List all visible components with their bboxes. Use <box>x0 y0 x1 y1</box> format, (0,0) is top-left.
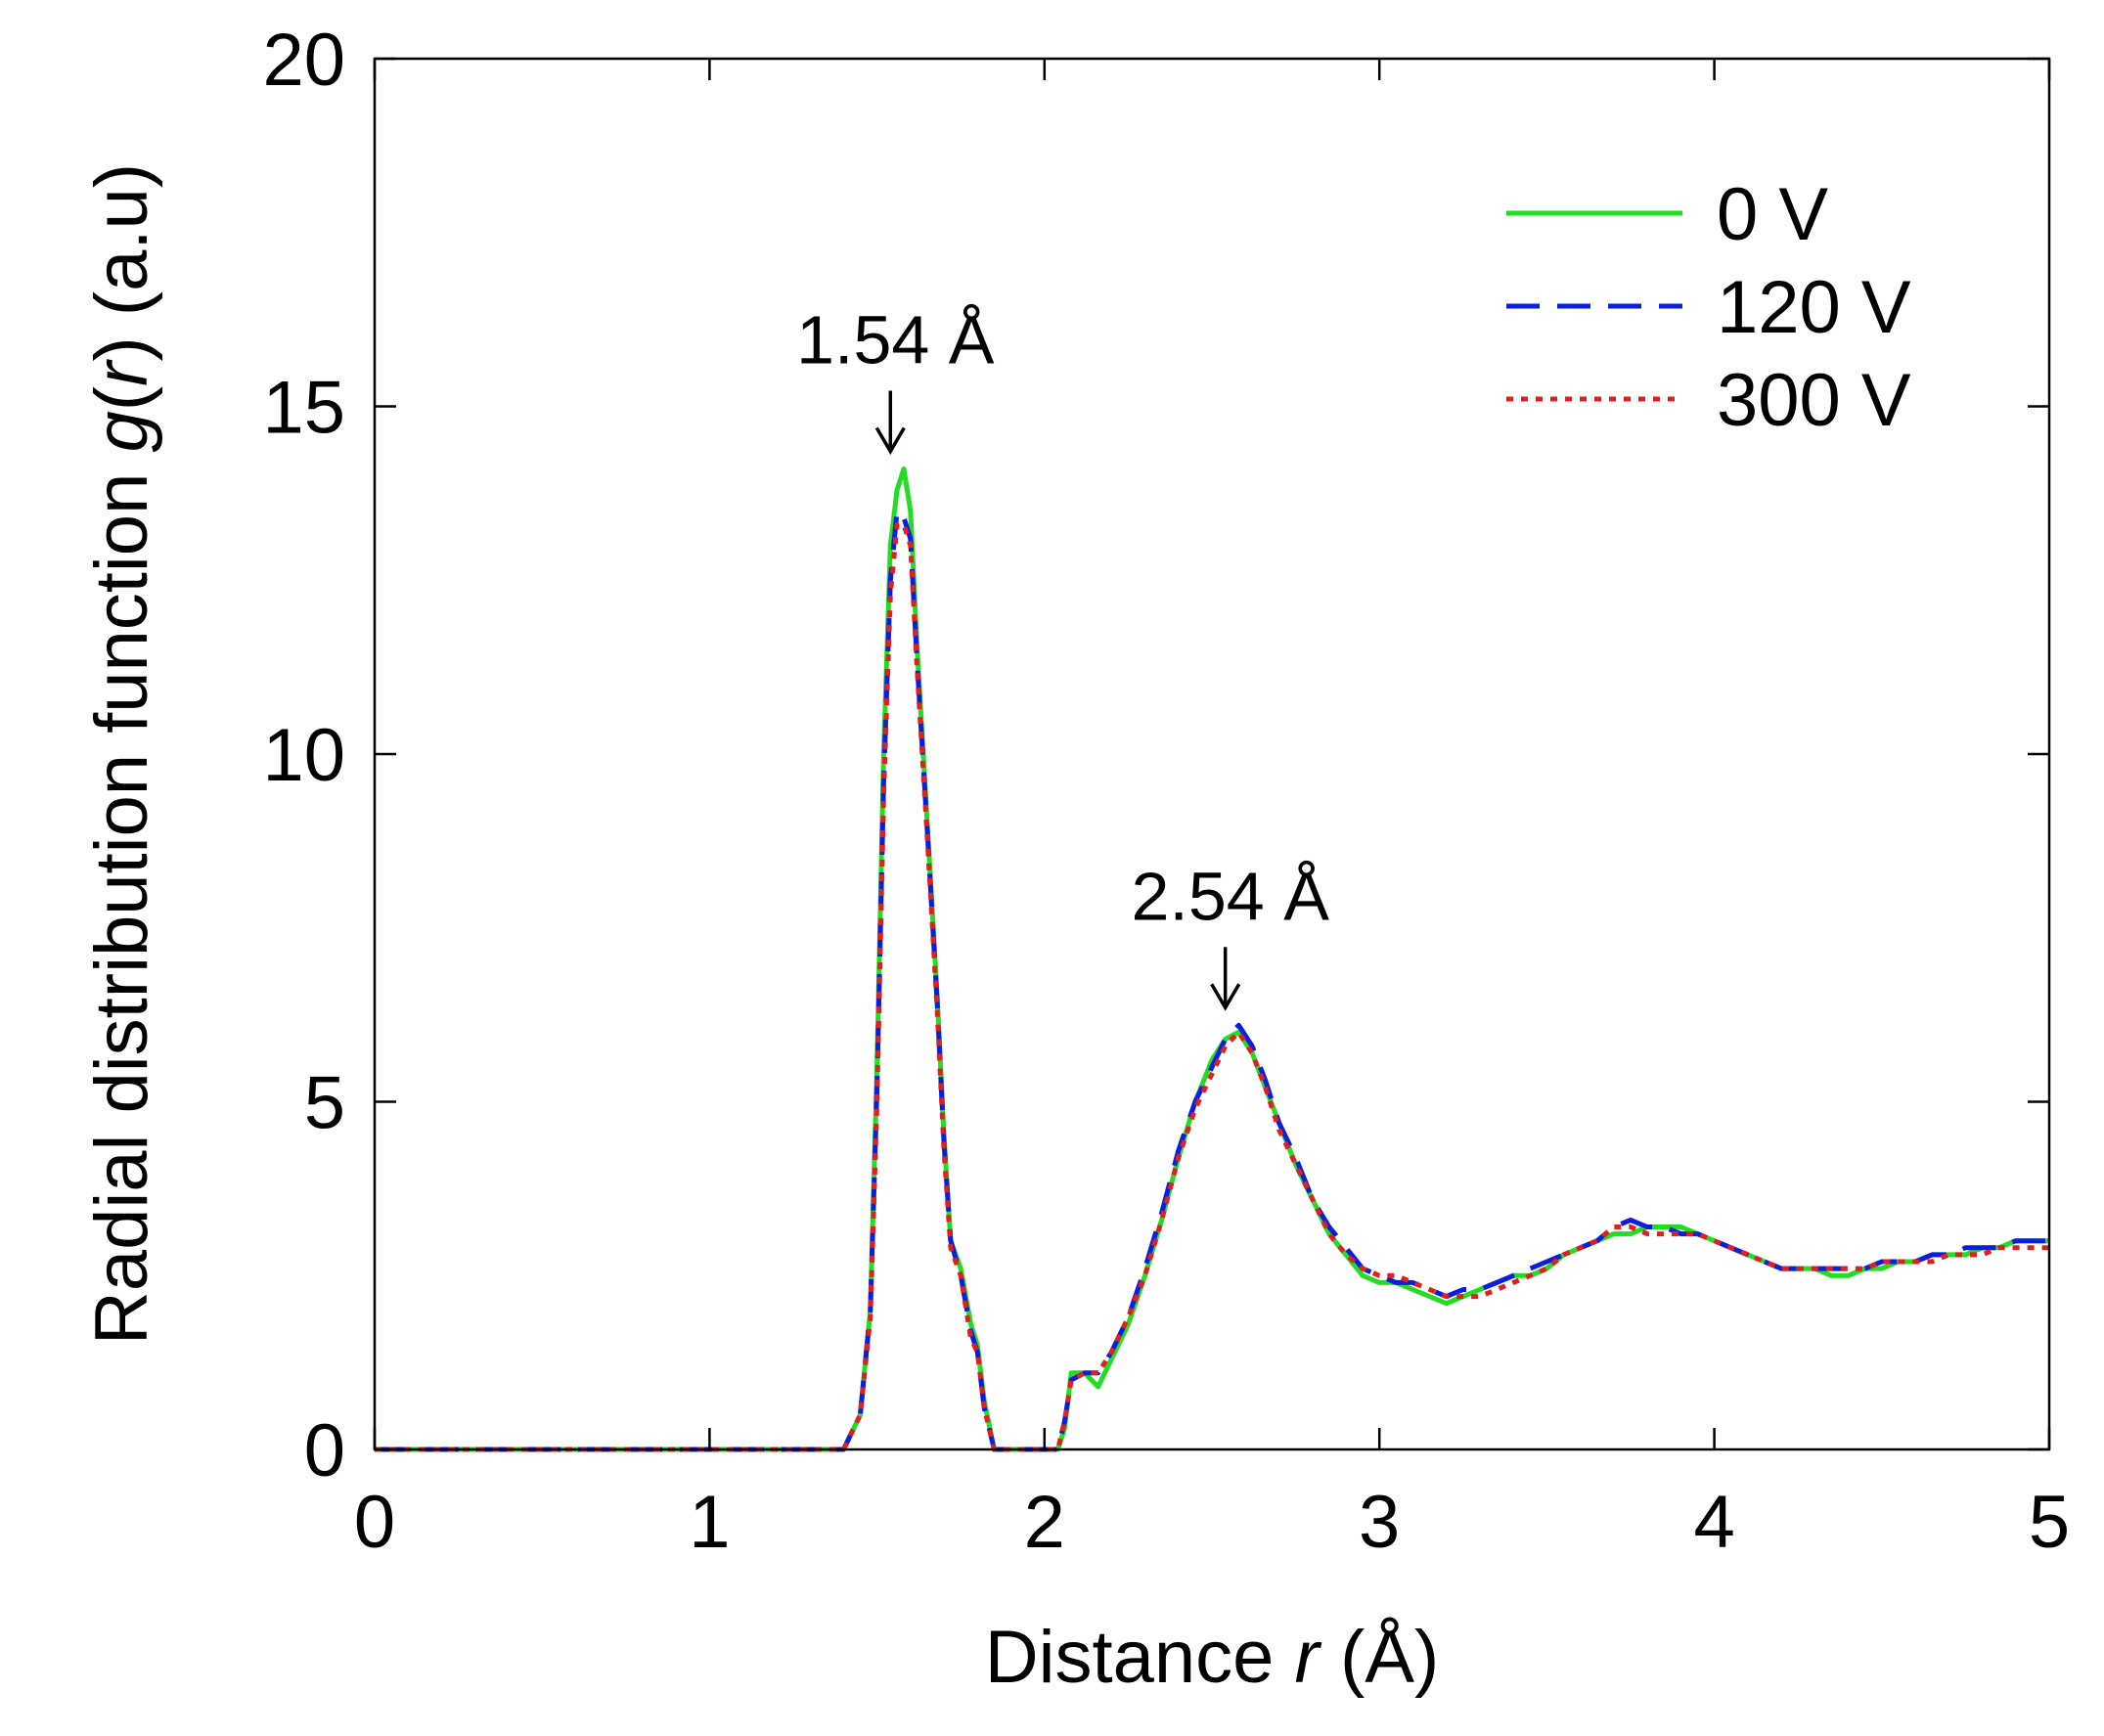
x-tick-label-3: 3 <box>1359 1481 1400 1564</box>
y-axis-title-post: ) (a.u) <box>80 163 163 362</box>
peak-annotation-label-1: 2.54 Å <box>1132 858 1330 934</box>
y-axis-title-mid: ( <box>80 386 163 411</box>
x-tick-label-1: 1 <box>689 1481 730 1564</box>
x-axis-title-italic: r <box>1295 1616 1322 1699</box>
x-tick-label-2: 2 <box>1024 1481 1065 1564</box>
legend: 0 V 120 V 300 V <box>1506 173 1911 442</box>
x-axis-title: Distance r (Å) <box>985 1616 1440 1699</box>
series-lines <box>375 467 2049 1452</box>
legend-label-2: 300 V <box>1717 359 1911 442</box>
series-line-1 <box>375 508 2049 1452</box>
axis-ticks: 0 1 2 3 4 5 0 5 10 15 20 <box>262 19 2070 1564</box>
x-tick-label-4: 4 <box>1693 1481 1734 1564</box>
peak-annotations: 1.54 Å 2.54 Å <box>796 301 1330 1011</box>
peak-arrow-head-0 <box>874 426 906 455</box>
x-axis-title-post: (Å) <box>1320 1616 1439 1699</box>
peak-arrow-head-1 <box>1210 983 1241 1011</box>
y-tick-label-0: 0 <box>304 1409 345 1492</box>
x-tick-label-5: 5 <box>2029 1481 2070 1564</box>
y-axis-title-pre: Radial distribution function <box>80 453 163 1346</box>
legend-label-0: 0 V <box>1717 173 1828 256</box>
peak-annotation-label-0: 1.54 Å <box>796 301 995 378</box>
y-tick-label-3: 15 <box>262 367 345 450</box>
y-tick-label-4: 20 <box>262 19 345 102</box>
y-axis-title-italic-g: g <box>80 411 163 452</box>
y-axis-title-italic-r: r <box>80 359 163 386</box>
y-tick-label-1: 5 <box>304 1062 345 1145</box>
x-tick-label-0: 0 <box>354 1481 395 1564</box>
y-tick-label-2: 10 <box>262 714 345 797</box>
y-axis-title: Radial distribution function g(r) (a.u) <box>80 163 163 1345</box>
x-axis-title-pre: Distance <box>985 1616 1295 1699</box>
series-line-2 <box>375 521 2049 1452</box>
legend-label-1: 120 V <box>1717 266 1911 349</box>
